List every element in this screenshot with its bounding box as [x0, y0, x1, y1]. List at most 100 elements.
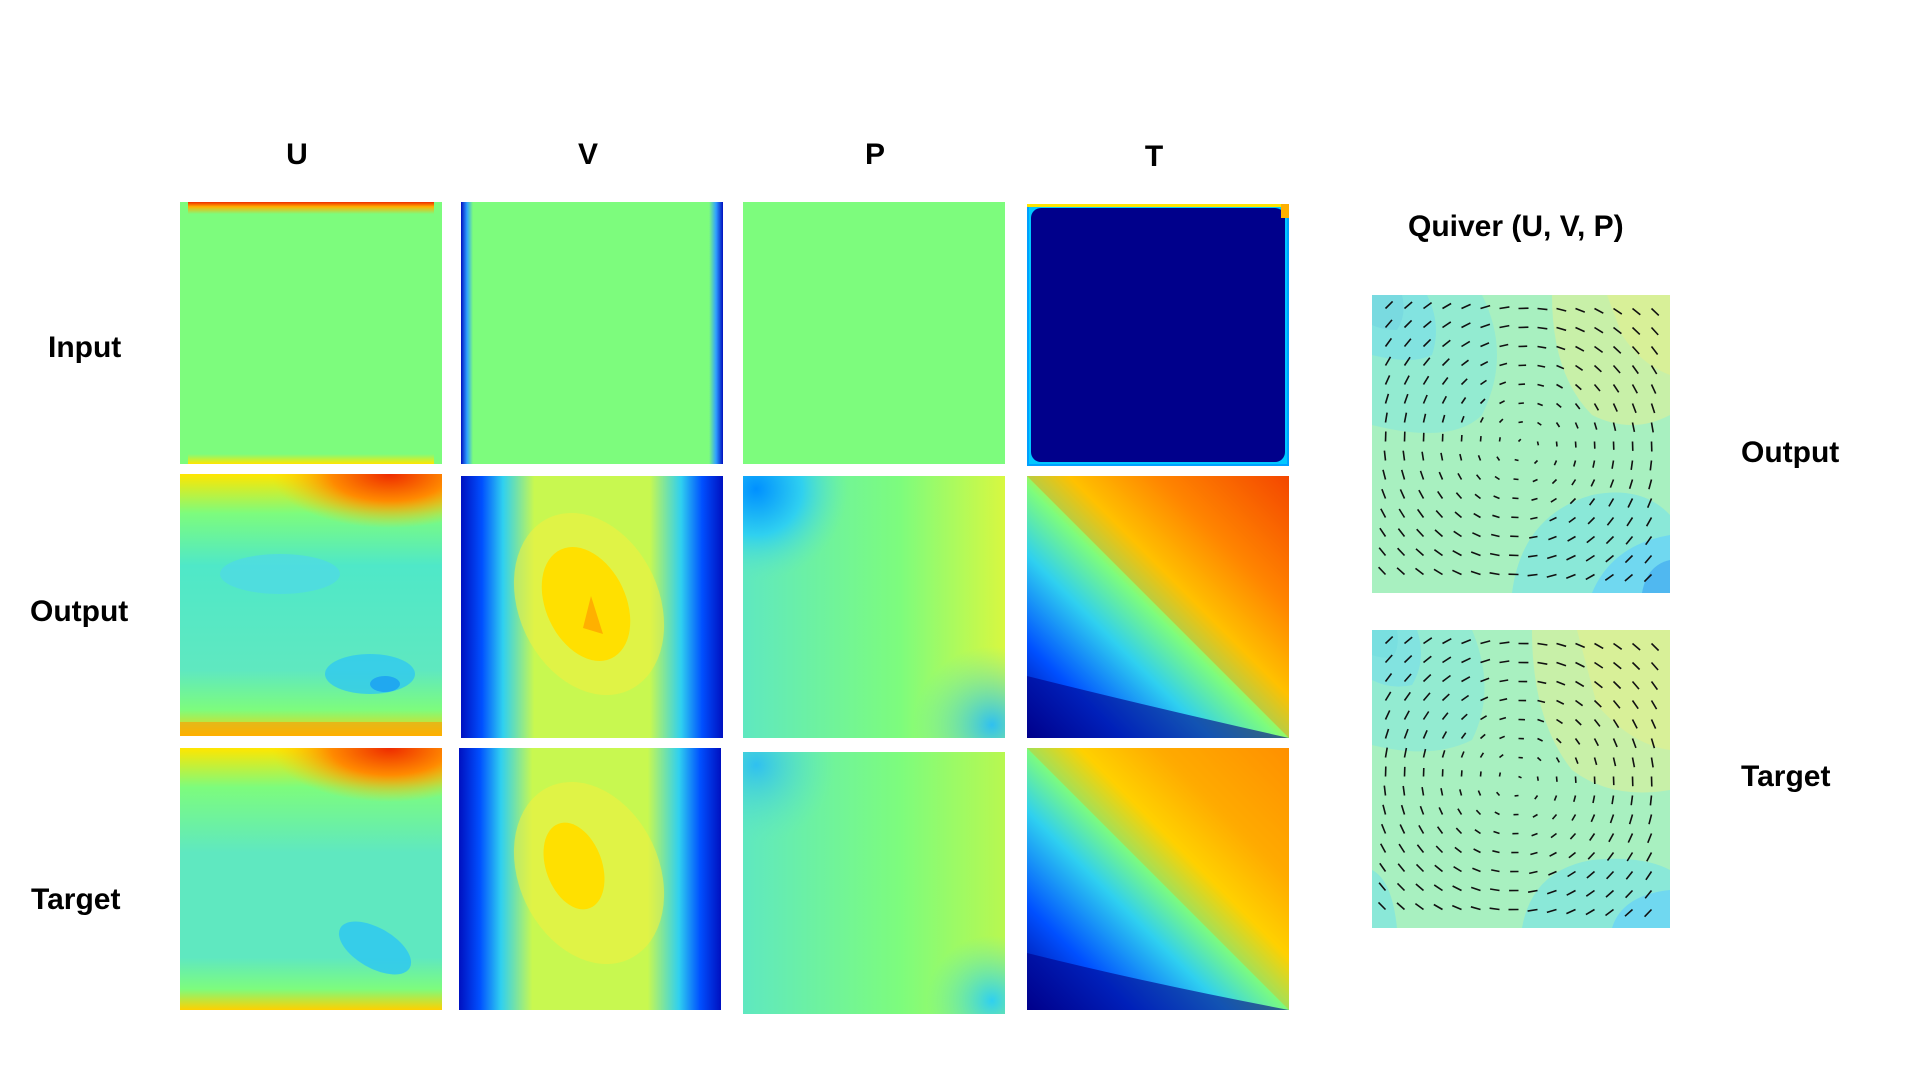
quiver-arrow: [1593, 757, 1598, 766]
quiver-arrow: [1550, 832, 1557, 839]
quiver-arrow: [1384, 636, 1394, 645]
quiver-arrow: [1491, 869, 1500, 873]
quiver-arrow: [1537, 402, 1543, 407]
quiver-arrow: [1475, 809, 1482, 816]
quiver-arrow: [1495, 791, 1501, 797]
quiver-arrow: [1403, 338, 1412, 348]
quiver-arrow: [1396, 567, 1406, 576]
quiver-arrow: [1587, 516, 1596, 525]
quiver-arrow: [1650, 738, 1656, 749]
quiver-arrow: [1422, 692, 1431, 702]
quiver-arrow: [1537, 364, 1546, 368]
quiver-arrow: [1650, 365, 1658, 375]
quiver-arrow: [1527, 908, 1538, 912]
quiver-arrow: [1419, 805, 1425, 815]
quiver-arrow: [1551, 813, 1558, 820]
quiver-arrow: [1403, 710, 1410, 720]
quiver-arrow: [1529, 535, 1538, 539]
quiver-arrow: [1460, 713, 1468, 721]
row-label-target: Target: [31, 883, 121, 916]
quiver-arrow: [1631, 700, 1639, 710]
quiver-arrow: [1612, 422, 1617, 431]
quiver-arrow: [1650, 326, 1659, 336]
quiver-arrow: [1480, 360, 1489, 367]
quiver-arrow: [1403, 375, 1410, 385]
quiver-arrow: [1473, 848, 1481, 854]
quiver-arrow: [1585, 554, 1595, 562]
quiver-arrow: [1631, 661, 1641, 671]
quiver-arrow: [1441, 693, 1450, 702]
quiver-arrow: [1517, 438, 1522, 443]
quiver-arrow: [1556, 642, 1567, 648]
quiver-arrow: [1460, 732, 1467, 739]
quiver-arrow: [1499, 679, 1509, 683]
quiver-arrow: [1499, 716, 1507, 721]
quiver-arrow: [1537, 326, 1548, 330]
quiver-arrow: [1403, 636, 1413, 645]
quiver-arrow: [1442, 302, 1452, 310]
quiver-arrow: [1457, 808, 1463, 815]
quiver-arrow: [1499, 753, 1504, 759]
quiver-arrow: [1518, 775, 1522, 779]
quiver-arrow: [1594, 345, 1604, 354]
quiver-arrow: [1612, 345, 1622, 354]
quiver-arrow: [1631, 422, 1636, 433]
quiver-arrow: [1613, 307, 1623, 315]
quiver-arrow: [1546, 573, 1557, 578]
quiver-arrow: [1384, 412, 1388, 423]
quiver-arrow: [1434, 864, 1444, 873]
quiver-arrow: [1398, 843, 1406, 853]
row-label-output: Output: [30, 595, 129, 628]
quiver-arrow: [1648, 814, 1653, 825]
quiver-arrow: [1568, 851, 1577, 859]
quiver-arrow: [1531, 832, 1538, 837]
quiver-arrow: [1442, 656, 1452, 664]
quiver-arrow: [1592, 795, 1596, 804]
quiver-arrow: [1575, 307, 1586, 313]
quiver-arrow: [1532, 813, 1538, 818]
quiver-arrow: [1646, 498, 1653, 509]
quiver-arrow: [1537, 642, 1548, 646]
quiver-arrow: [1382, 469, 1387, 480]
quiver-arrow: [1494, 811, 1500, 816]
quiver-arrow: [1592, 460, 1596, 468]
quiver-arrow: [1441, 731, 1448, 739]
quiver-arrow: [1441, 750, 1446, 758]
quiver-arrow: [1383, 785, 1387, 796]
quiver-arrow: [1452, 569, 1462, 576]
panel-target-p: [743, 752, 1005, 1014]
quiver-arrow: [1384, 300, 1394, 310]
quiver-arrow: [1470, 551, 1481, 557]
quiver-arrow: [1499, 735, 1506, 740]
quiver-arrow: [1533, 459, 1539, 465]
quiver-arrow: [1494, 475, 1500, 481]
quiver-arrow: [1625, 535, 1634, 545]
quiver-arrow: [1459, 453, 1463, 461]
quiver-arrow: [1574, 422, 1579, 429]
quiver-arrow: [1612, 403, 1618, 412]
quiver-arrow: [1585, 889, 1595, 897]
quiver-arrow: [1470, 570, 1481, 576]
quiver-arrow: [1575, 680, 1585, 688]
quiver-arrow: [1479, 752, 1485, 758]
quiver-arrow: [1378, 566, 1387, 576]
quiver-arrow: [1536, 776, 1539, 781]
quiver-arrow: [1574, 718, 1582, 726]
quiver-arrow: [1499, 698, 1508, 702]
quiver-arrow: [1434, 529, 1444, 538]
quiver-arrow: [1530, 851, 1538, 856]
quiver-arrow: [1414, 902, 1424, 911]
quiver-arrow: [1606, 517, 1615, 526]
quiver-arrow: [1548, 535, 1557, 541]
quiver-arrow: [1593, 403, 1600, 411]
quiver-arrow: [1493, 830, 1500, 835]
quiver-arrow: [1586, 870, 1596, 879]
quiver-arrow: [1556, 661, 1567, 667]
quiver-arrow: [1537, 661, 1548, 665]
quiver-arrow: [1585, 908, 1595, 916]
quiver-arrow: [1384, 654, 1393, 664]
quiver-arrow: [1608, 833, 1615, 843]
quiver-arrow: [1644, 908, 1653, 918]
quiver-arrow: [1631, 642, 1641, 651]
quiver-arrow: [1379, 527, 1387, 537]
